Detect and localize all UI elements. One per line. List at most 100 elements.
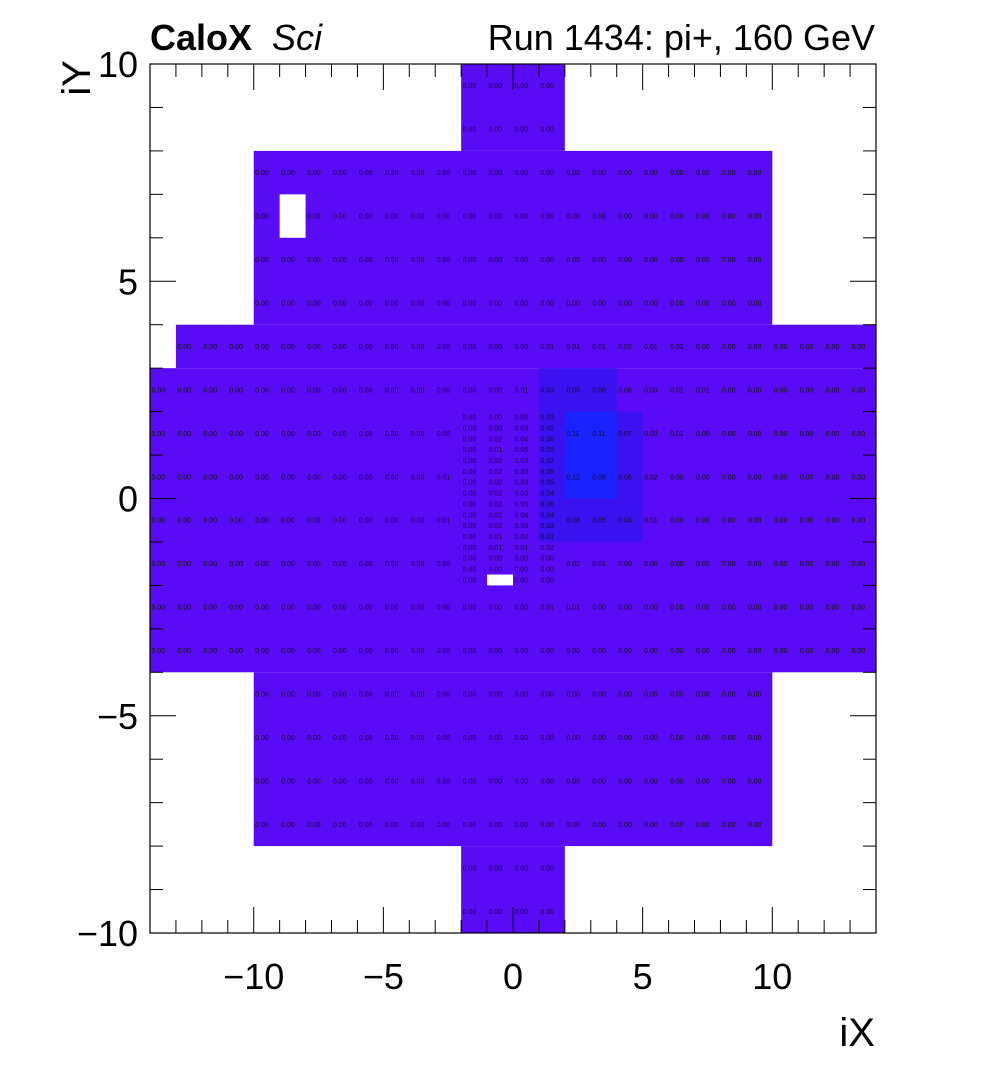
cell-value: 0.00 (359, 344, 373, 351)
cell-value: 0.00 (644, 778, 658, 785)
fine-cell-value: 0.01 (515, 545, 529, 552)
cell-value: 0.00 (696, 431, 710, 438)
cell-value: 0.00 (618, 692, 632, 699)
cell-value: 0.00 (411, 735, 425, 742)
cell-value: 0.00 (800, 431, 814, 438)
cell-value: 0.00 (411, 344, 425, 351)
cell-value: 0.00 (592, 257, 606, 264)
cell-value: 0.00 (670, 518, 684, 525)
cell-value: 0.01 (540, 605, 554, 612)
cell-value: 0.00 (670, 605, 684, 612)
cell-value: 0.00 (463, 170, 477, 177)
cell-value: 0.00 (281, 518, 295, 525)
cell-value: 0.01 (696, 387, 710, 394)
x-tick-label: −5 (363, 956, 404, 997)
cell-value: 0.00 (177, 518, 191, 525)
fine-cell-value: 0.00 (515, 567, 529, 574)
fine-cell-value: 0.00 (463, 436, 477, 443)
fine-cell-value: 0.00 (540, 577, 554, 584)
cell-value: 0.00 (670, 735, 684, 742)
cell-value: 0.00 (281, 648, 295, 655)
cell-value: 0.00 (385, 257, 399, 264)
cell-value: 0.00 (852, 344, 866, 351)
cell-value: 0.00 (203, 387, 217, 394)
cell-value: 0.00 (281, 778, 295, 785)
cell-value: 0.00 (463, 648, 477, 655)
fine-cell-value: 0.00 (489, 567, 503, 574)
cell-value: 0.00 (255, 778, 269, 785)
y-tick-label: 5 (118, 261, 138, 302)
dead-channels (279, 194, 513, 586)
cell-value: 0.00 (255, 822, 269, 829)
cell-value: 0.00 (281, 300, 295, 307)
fine-cell-value: 0.00 (515, 556, 529, 563)
dead-channel (487, 574, 513, 586)
cell-value: 0.00 (722, 300, 736, 307)
cell-value: 0.00 (333, 214, 347, 221)
cell-value: 0.00 (359, 170, 373, 177)
cell-value: 0.00 (722, 822, 736, 829)
cell-value: 0.00 (774, 344, 788, 351)
fine-cell-value: 0.00 (489, 415, 503, 422)
cell-value: 0.00 (748, 214, 762, 221)
cell-value: 0.00 (307, 518, 321, 525)
cell-value: 0.00 (385, 778, 399, 785)
cell-value: 0.08 (566, 518, 580, 525)
fine-cell-value: 0.03 (540, 523, 554, 530)
cell-value: 0.00 (489, 822, 503, 829)
cell-value: 0.00 (489, 344, 503, 351)
cell-value: 0.00 (177, 431, 191, 438)
fine-cell-value: 0.00 (463, 556, 477, 563)
cell-value: 0.00 (618, 735, 632, 742)
cell-value: 0.00 (515, 909, 529, 916)
cell-value: 0.00 (463, 735, 477, 742)
cell-value: 0.01 (644, 518, 658, 525)
cell-value: 0.00 (255, 431, 269, 438)
cell-value: 0.00 (489, 605, 503, 612)
cell-value: 0.00 (333, 387, 347, 394)
cell-value: 0.00 (333, 431, 347, 438)
cell-value: 0.00 (411, 692, 425, 699)
cell-value: 0.00 (333, 778, 347, 785)
cell-value: 0.00 (515, 605, 529, 612)
cell-value: 0.00 (592, 822, 606, 829)
fine-cell-value: 0.01 (540, 534, 554, 541)
cell-value: 0.00 (359, 257, 373, 264)
cell-value: 0.00 (333, 344, 347, 351)
fine-cell-value: 0.00 (463, 425, 477, 432)
cell-value: 0.00 (774, 648, 788, 655)
fine-cell-value: 0.00 (463, 447, 477, 454)
cell-value: 0.00 (670, 778, 684, 785)
cell-value: 0.00 (229, 344, 243, 351)
y-axis-label: iY (55, 60, 99, 96)
cell-value: 0.00 (463, 605, 477, 612)
cell-value: 0.00 (177, 344, 191, 351)
cell-value: 0.00 (359, 648, 373, 655)
cell-value: 0.00 (489, 257, 503, 264)
cell-value: 0.00 (307, 561, 321, 568)
cell-value: 0.00 (203, 561, 217, 568)
cell-value: 0.00 (281, 605, 295, 612)
fine-cell-value: 0.05 (540, 480, 554, 487)
x-tick-label: 5 (633, 956, 653, 997)
cell-value: 0.00 (411, 300, 425, 307)
cell-value: 0.00 (748, 692, 762, 699)
cell-value: 0.00 (566, 214, 580, 221)
fine-cell-value: 0.00 (463, 512, 477, 519)
cell-value: 0.00 (748, 778, 762, 785)
fine-cell-value: 0.00 (463, 523, 477, 530)
cell-value: 0.00 (515, 735, 529, 742)
cell-value: 0.00 (385, 561, 399, 568)
cell-value: 0.00 (411, 387, 425, 394)
cell-value: 0.00 (281, 170, 295, 177)
cell-value: 0.00 (722, 170, 736, 177)
cell-value: 0.00 (333, 822, 347, 829)
detector-region (253, 672, 773, 847)
cell-value: 0.00 (826, 344, 840, 351)
cell-value: 0.00 (333, 518, 347, 525)
cell-value: 0.00 (437, 170, 451, 177)
cell-value: 0.00 (644, 214, 658, 221)
cell-value: 0.00 (722, 735, 736, 742)
cell-value: 0.00 (670, 474, 684, 481)
cell-value: 0.00 (618, 822, 632, 829)
